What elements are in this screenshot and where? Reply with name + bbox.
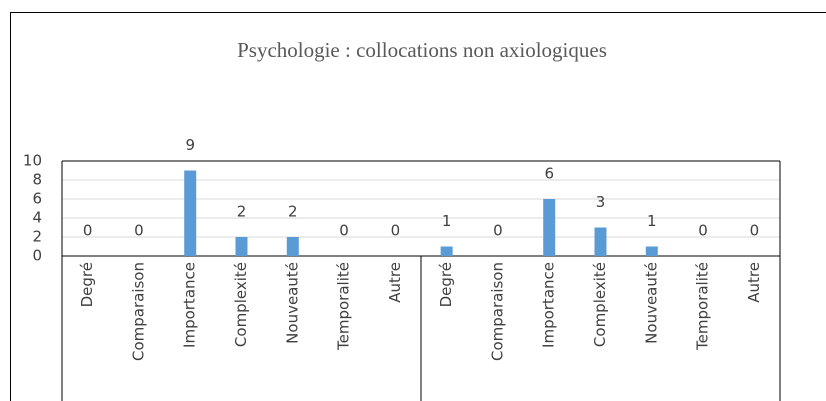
data-label: 0 [698,222,708,240]
bar [594,227,607,256]
y-tick-label: 0 [32,247,42,265]
chart-frame [10,12,826,401]
x-tick-label: Nouveauté [283,262,301,344]
data-label: 6 [544,165,554,183]
y-tick-label: 10 [23,152,42,170]
data-label: 0 [750,222,760,240]
x-tick-label: Temporalité [335,262,353,351]
bar [235,237,248,256]
data-label: 0 [339,222,349,240]
data-label: 2 [288,203,298,221]
x-tick-label: Degré [437,262,455,307]
x-tick-label: Complexité [232,262,250,347]
y-tick-label: 4 [32,209,42,227]
data-label: 1 [442,212,452,230]
data-label: 1 [647,212,657,230]
x-tick-label: Autre [745,262,763,303]
data-label: 0 [391,222,401,240]
x-tick-label: Autre [386,262,404,303]
y-tick-label: 6 [32,190,42,208]
x-tick-label: Degré [78,262,96,307]
x-tick-label: Importance [181,262,199,348]
data-label: 0 [83,222,93,240]
data-label: 0 [493,222,503,240]
y-tick-label: 8 [32,171,42,189]
x-tick-label: Importance [540,262,558,348]
x-tick-label: Comparaison [488,262,506,361]
data-label: 3 [596,193,606,211]
y-tick-label: 2 [32,228,42,246]
data-label: 0 [134,222,144,240]
data-label: 9 [185,136,195,154]
bar [440,246,453,256]
x-tick-label: Complexité [591,262,609,347]
data-label: 2 [237,203,247,221]
chart-title: Psychologie : collocations non axiologiq… [237,38,607,62]
bar [543,199,556,256]
x-tick-label: Temporalité [694,262,712,351]
x-tick-label: Comparaison [129,262,147,361]
bar [286,237,299,256]
x-tick-label: Nouveauté [642,262,660,344]
bar [184,170,197,256]
bar [645,246,658,256]
